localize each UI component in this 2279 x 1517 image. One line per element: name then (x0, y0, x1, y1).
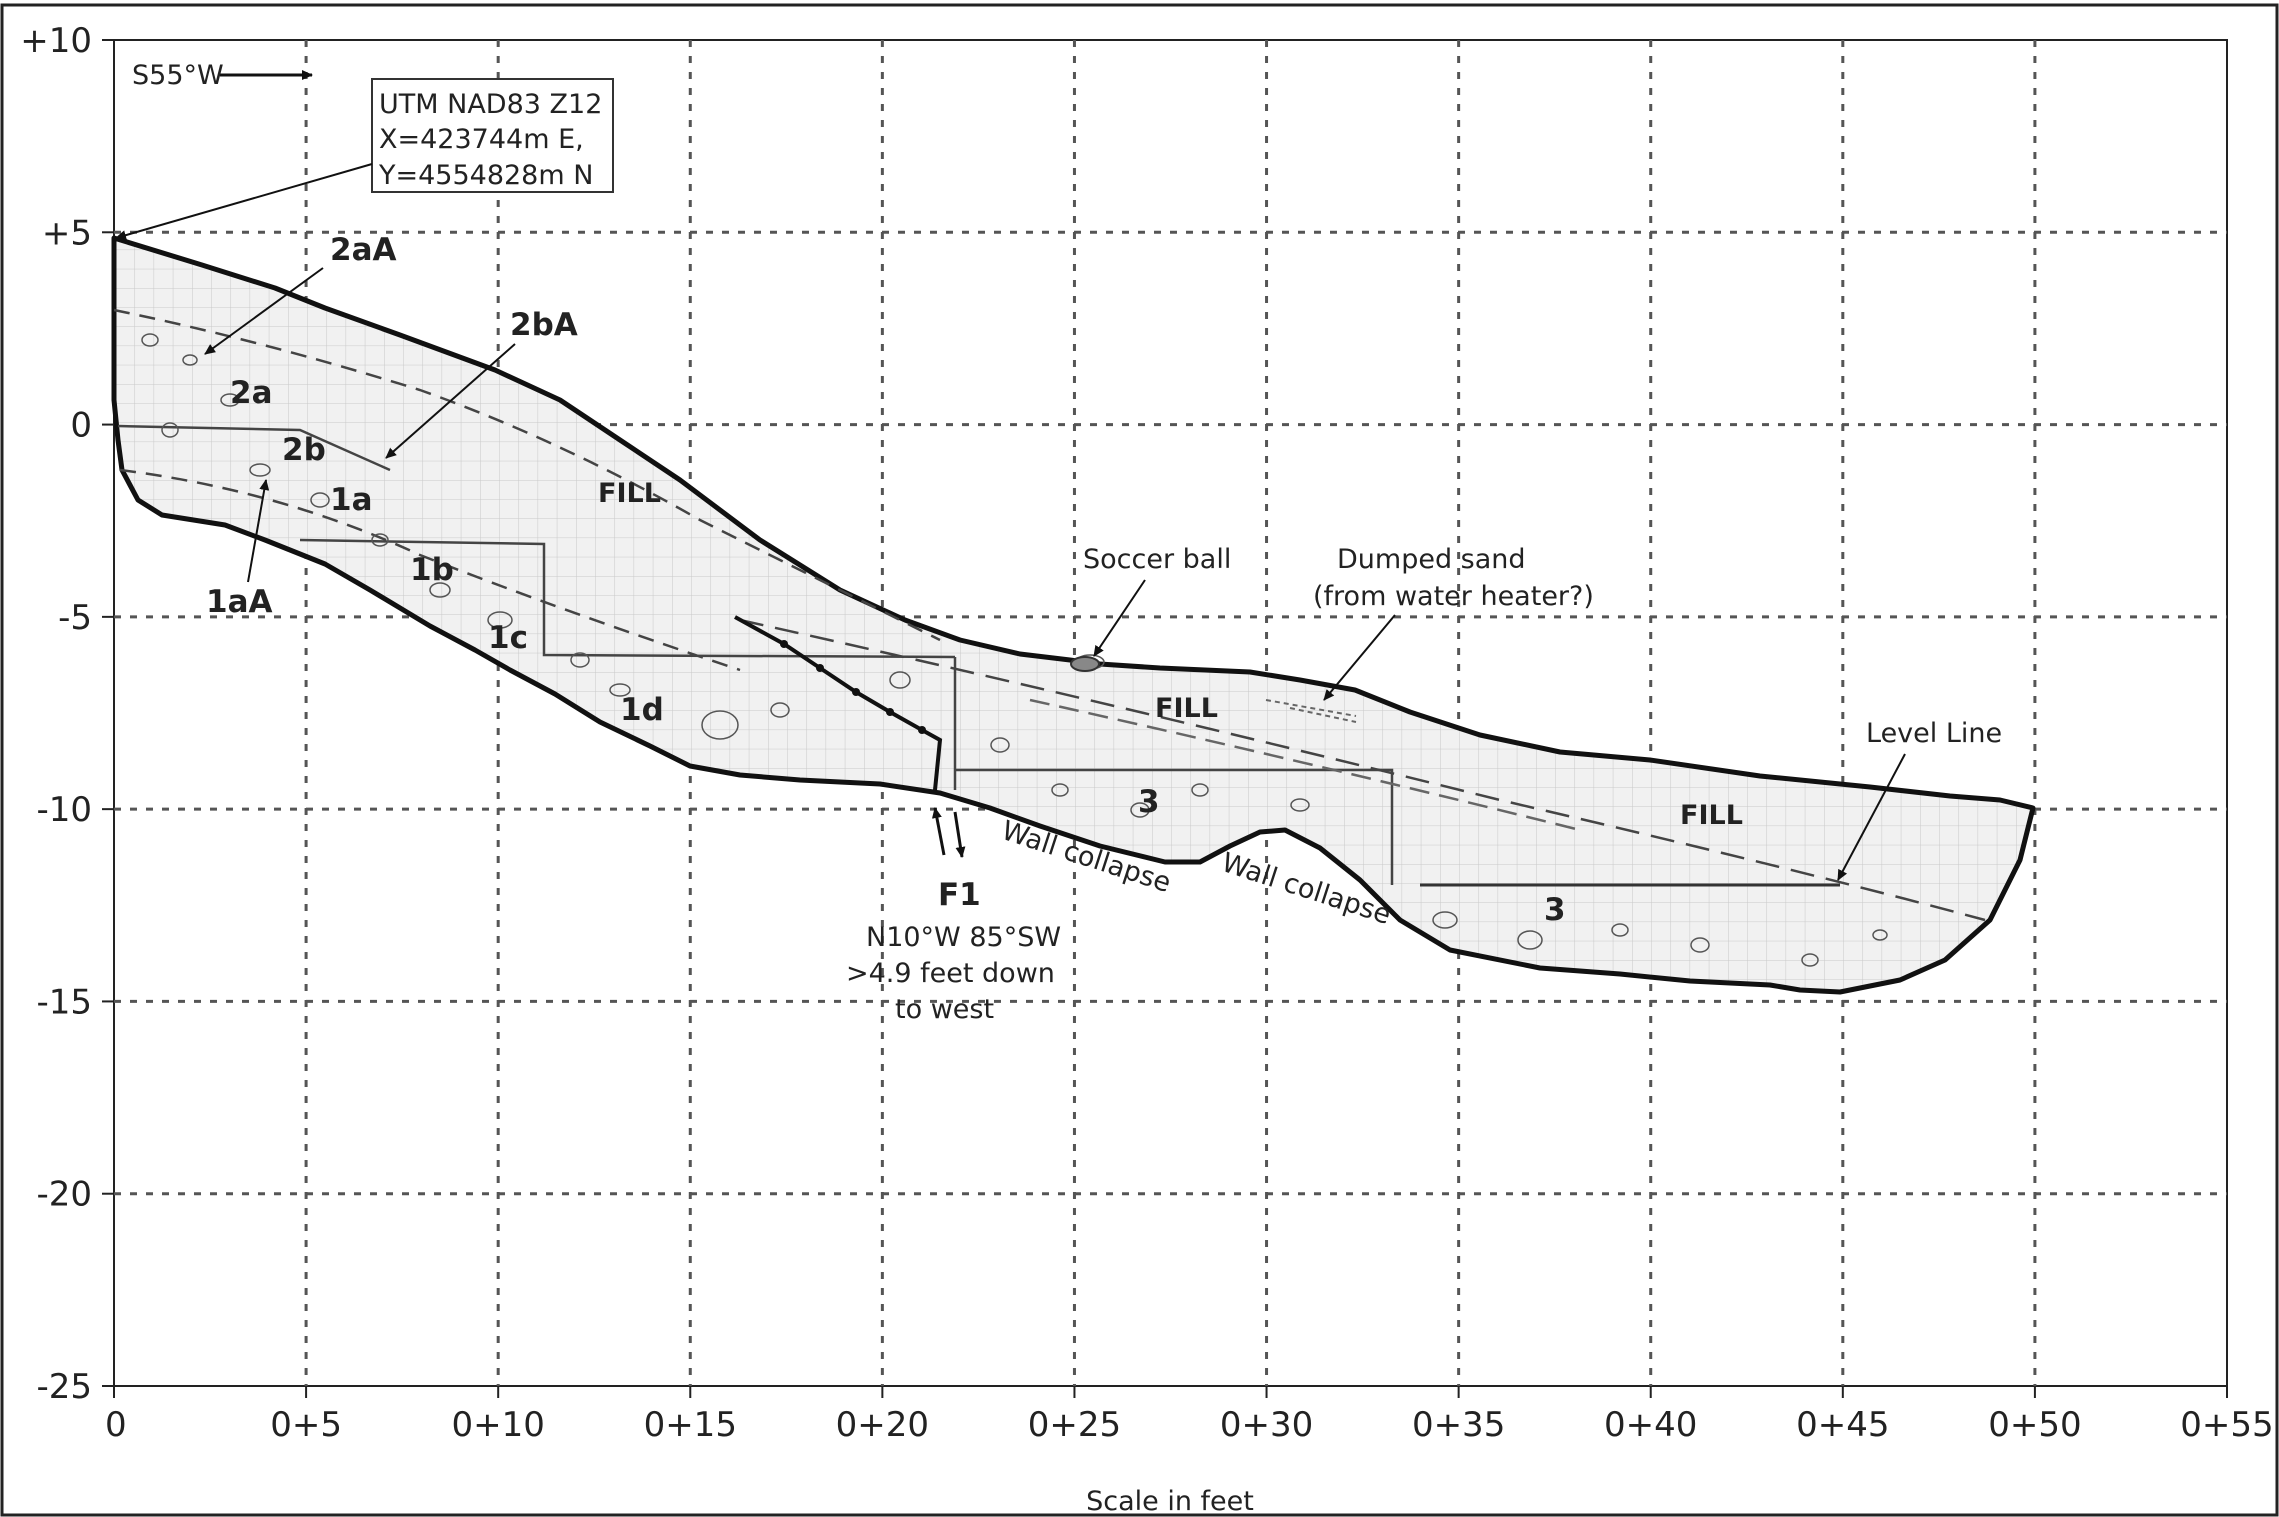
unit-2aA-label: 2aA (330, 232, 396, 268)
x-tick-label: 0+50 (1988, 1405, 2081, 1445)
unit-3-label-middle: 3 (1138, 784, 1160, 820)
plot-area (113, 39, 2228, 1387)
y-tick-label: -20 (36, 1175, 92, 1215)
x-tick-label: 0 (105, 1405, 127, 1445)
utm-line1: UTM NAD83 Z12 (379, 89, 602, 120)
dumped-sand-label: Dumped sand (1337, 544, 1526, 575)
unit-2a-label: 2a (230, 375, 273, 411)
level-line-label: Level Line (1866, 718, 2002, 749)
x-tick-label: 0+10 (451, 1405, 544, 1445)
utm-line3: Y=4554828m N (378, 160, 593, 191)
fill-label-upper: FILL (598, 478, 661, 509)
x-tick-label: 0+45 (1796, 1405, 1889, 1445)
x-tick-label: 0+40 (1604, 1405, 1697, 1445)
y-tick-label: -25 (36, 1367, 92, 1407)
unit-1d-label: 1d (620, 692, 664, 728)
soccer-ball-icon (1070, 656, 1100, 672)
direction-label: S55°W (132, 60, 224, 91)
y-tick-label: 0 (70, 406, 92, 446)
frame (0, 3, 2279, 1517)
x-tick-label: 0+20 (836, 1405, 929, 1445)
utm-line2: X=423744m E, (379, 124, 584, 155)
fill-label-right: FILL (1680, 800, 1743, 831)
fault-displacement-arrows (931, 807, 966, 858)
x-tick-label: 0+25 (1028, 1405, 1121, 1445)
x-axis-ticks: 0 0+5 0+10 0+15 0+20 0+25 0+30 0+35 0+40 0+45 0+50… (105, 1405, 2274, 1445)
soccer-ball-label: Soccer ball (1083, 544, 1231, 575)
fault-f1-trace (734, 615, 943, 791)
exposure-outline (111, 235, 2036, 995)
x-tick-label: 0+15 (644, 1405, 737, 1445)
fault-attitude-label: N10°W 85°SW (866, 922, 1061, 953)
y-axis-ticks: +10 +5 0 -5 -10 -15 -20 -25 (20, 21, 92, 1407)
x-tick-label: 0+35 (1412, 1405, 1505, 1445)
y-tick-label: +10 (20, 21, 92, 61)
unit-contacts (113, 308, 1986, 922)
y-tick-label: -15 (36, 982, 92, 1022)
unit-1b-label: 1b (410, 552, 454, 588)
y-tick-label: -5 (58, 598, 92, 638)
x-tick-label: 0+55 (2180, 1405, 2273, 1445)
fill-label-middle: FILL (1155, 693, 1218, 724)
unit-1aA-label: 1aA (206, 584, 272, 620)
unit-1c-label: 1c (488, 620, 528, 656)
y-tick-label: -10 (36, 790, 92, 830)
x-tick-label: 0+5 (270, 1405, 342, 1445)
utm-coordinate-box: UTM NAD83 Z12 X=423744m E, Y=4554828m N (115, 78, 614, 241)
dumped-sand-hatch (1265, 699, 1357, 723)
fault-offset-label: >4.9 feet down (846, 958, 1055, 989)
x-tick-label: 0+30 (1220, 1405, 1313, 1445)
fault-name-label: F1 (938, 877, 981, 913)
unit-2b-label: 2b (282, 432, 326, 468)
unit-2bA-label: 2bA (510, 307, 578, 343)
unit-3-label-right: 3 (1544, 892, 1566, 928)
dumped-sand-label-2: (from water heater?) (1313, 581, 1594, 612)
unit-labels: 2aA 2bA 2a 2b 1a 1b 1c 1d 1aA FILL FILL … (204, 232, 1743, 928)
y-tick-label: +5 (42, 213, 92, 253)
clast-texture (141, 333, 1888, 967)
x-axis-title: Scale in feet (1086, 1486, 1254, 1517)
unit-1a-label: 1a (330, 482, 373, 518)
fault-direction-label: to west (895, 994, 994, 1025)
